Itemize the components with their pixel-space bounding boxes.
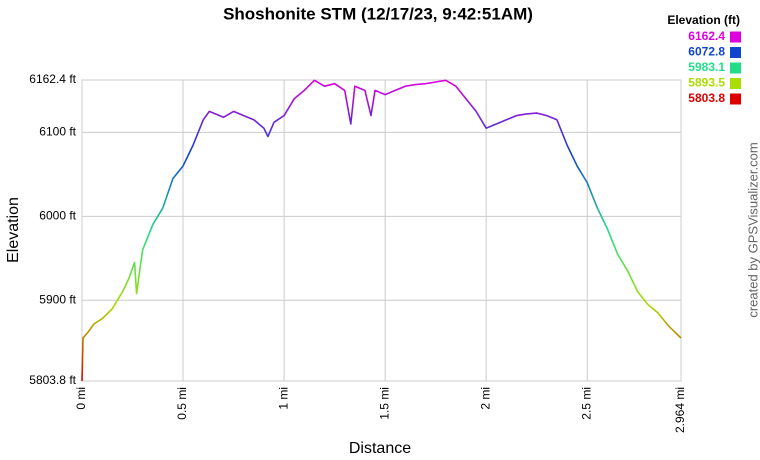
legend-swatch	[730, 62, 741, 74]
x-tick-label: 2 mi	[478, 387, 492, 410]
x-tick-label: 0.5 mi	[175, 387, 189, 420]
x-tick-label: 1.5 mi	[377, 387, 391, 420]
y-tick-label: 6100 ft	[39, 125, 76, 139]
x-tick-label: 2.964 mi	[673, 387, 687, 433]
credit: created by GPSVisualizer.com	[745, 142, 760, 317]
x-tick-label: 0 mi	[74, 387, 88, 410]
y-tick-label: 6000 ft	[39, 208, 76, 222]
legend-swatch	[730, 78, 741, 89]
y-axis-title: Elevation	[5, 197, 22, 263]
legend-title: Elevation (ft)	[667, 13, 740, 27]
y-tick-label: 5900 ft	[39, 292, 76, 306]
legend-swatch	[730, 31, 741, 43]
legend-label: 5893.5	[688, 76, 725, 90]
y-tick-label: 5803.8 ft	[29, 373, 76, 387]
legend-label: 5803.8	[688, 91, 725, 105]
x-axis-title: Distance	[349, 440, 411, 457]
legend-label: 6162.4	[688, 29, 725, 43]
x-tick-label: 1 mi	[276, 387, 290, 410]
chart-title: Shoshonite STM (12/17/23, 9:42:51AM)	[223, 4, 533, 23]
elevation-line	[81, 79, 682, 382]
y-tick-label: 6162.4 ft	[29, 72, 76, 86]
legend-label: 5983.1	[688, 60, 725, 74]
plot-area	[81, 79, 682, 382]
x-tick-label: 2.5 mi	[579, 387, 593, 420]
legend-swatch	[730, 93, 741, 105]
legend-swatch	[730, 47, 741, 58]
legend-label: 6072.8	[688, 45, 725, 59]
